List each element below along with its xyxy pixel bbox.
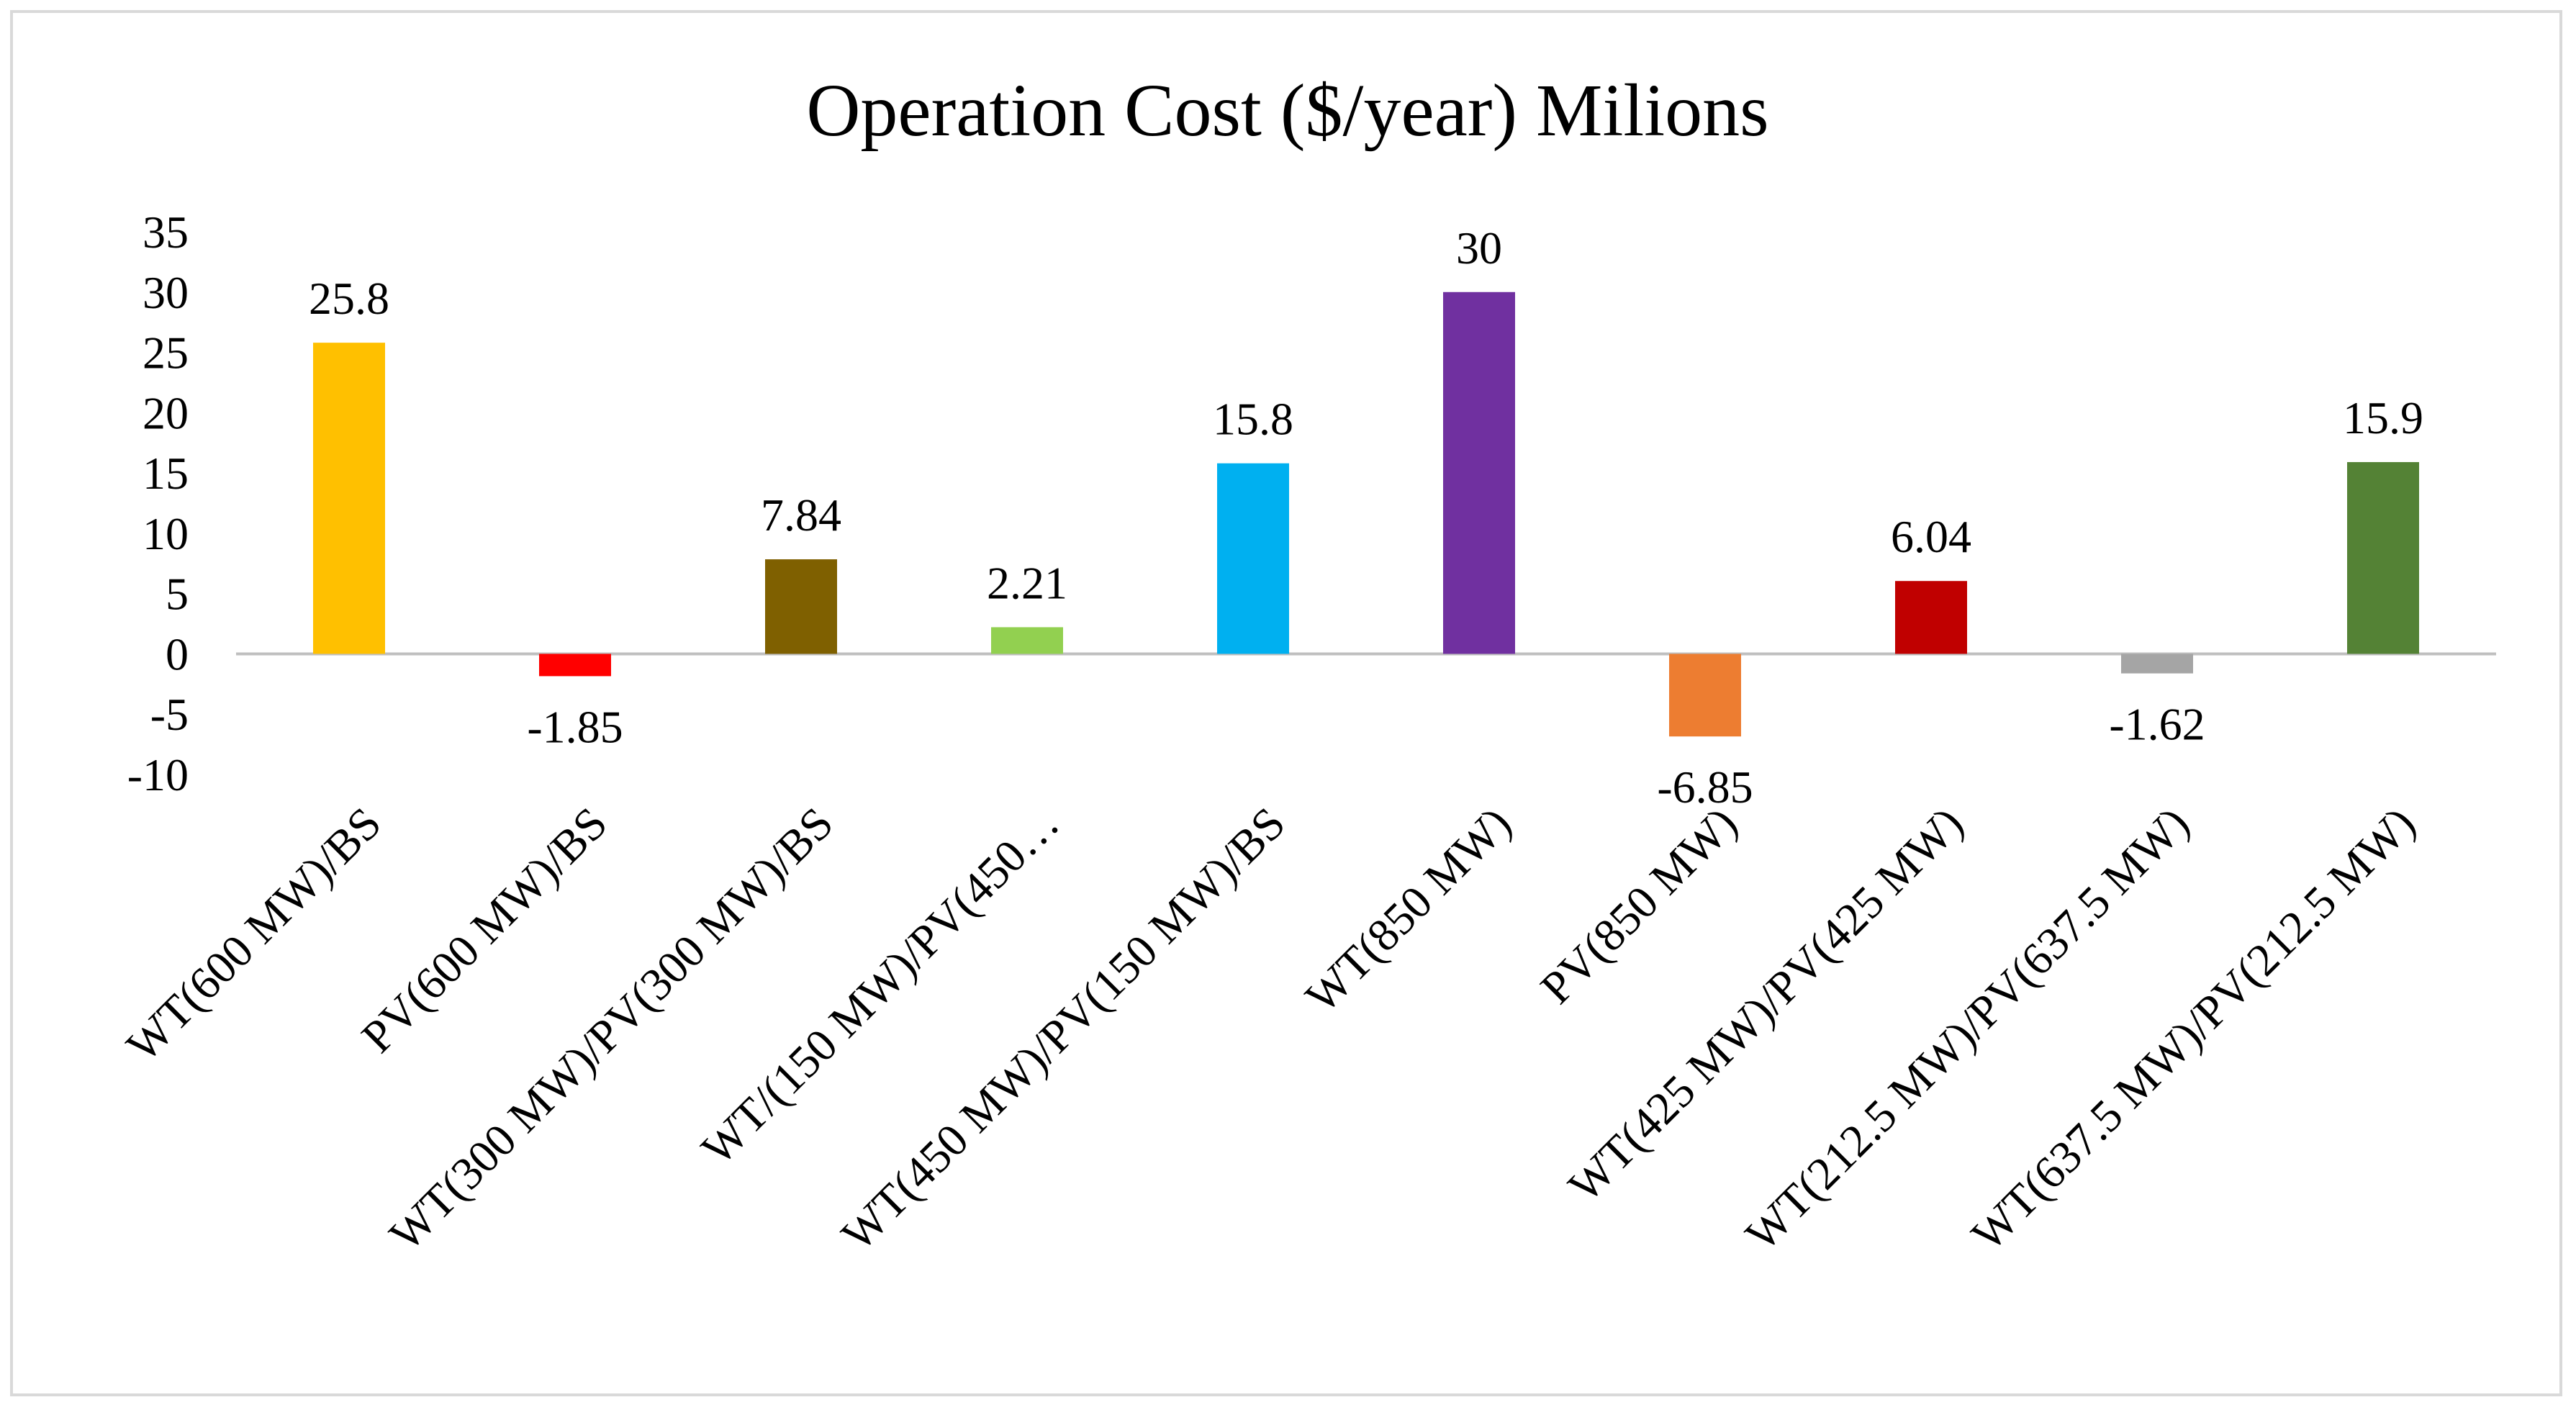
category-label: WT(425 MW)/PV(425 MW): [1558, 797, 1973, 1212]
bar: [765, 559, 837, 654]
category-label: WT/(150 MW)/PV(450…: [692, 797, 1069, 1175]
y-tick-label: -10: [127, 749, 189, 800]
y-tick-label: 15: [143, 448, 189, 499]
category-label: WT(300 MW)/PV(300 MW)/BS: [379, 797, 842, 1260]
bar: [539, 654, 611, 677]
data-labels: 25.8 -1.85 7.84 2.21 15.8 30 -6.85 6.04 -1.62 15.…: [309, 222, 2423, 813]
category-label: WT(600 MW)/BS: [117, 797, 391, 1072]
data-label: -1.62: [2109, 699, 2205, 750]
bar: [1443, 292, 1515, 654]
data-label: 25.8: [309, 273, 389, 324]
y-axis-ticks: 35 30 25 20 15 10 5 0 -5 -10: [127, 207, 189, 800]
y-tick-label: -5: [150, 689, 189, 740]
data-label: 2.21: [987, 557, 1067, 608]
category-label: WT(212.5 MW)/PV(637.5 MW): [1735, 797, 2198, 1260]
category-label: PV(850 MW): [1531, 797, 1747, 1013]
bar: [1895, 581, 1967, 654]
category-label: WT(450 MW)/PV(150 MW)/BS: [831, 797, 1294, 1260]
y-tick-label: 25: [143, 327, 189, 379]
bar: [2347, 462, 2419, 654]
y-tick-label: 5: [166, 569, 189, 620]
bar: [2121, 654, 2193, 674]
category-label: WT(850 MW): [1296, 797, 1521, 1023]
data-label: 7.84: [761, 489, 841, 541]
y-tick-label: 10: [143, 508, 189, 559]
y-tick-label: 35: [143, 207, 189, 258]
data-label: -1.85: [527, 701, 623, 752]
bar: [313, 343, 385, 654]
chart-frame: [10, 10, 2562, 1396]
y-tick-label: 20: [143, 387, 189, 438]
bar: [991, 627, 1063, 654]
category-label: PV(600 MW)/BS: [352, 797, 617, 1062]
y-tick-label: 0: [166, 628, 189, 679]
data-label: -6.85: [1657, 762, 1753, 813]
chart-title: Operation Cost ($/year) Milions: [806, 69, 1768, 152]
data-label: 15.8: [1213, 394, 1293, 445]
data-label: 15.9: [2343, 392, 2423, 443]
data-label: 6.04: [1891, 511, 1971, 562]
category-label: WT(637.5 MW)/PV(212.5 MW): [1961, 797, 2424, 1260]
bars: [313, 292, 2419, 737]
bar: [1669, 654, 1741, 737]
data-label: 30: [1456, 222, 1502, 274]
bar: [1217, 463, 1289, 654]
y-tick-label: 30: [143, 267, 189, 318]
